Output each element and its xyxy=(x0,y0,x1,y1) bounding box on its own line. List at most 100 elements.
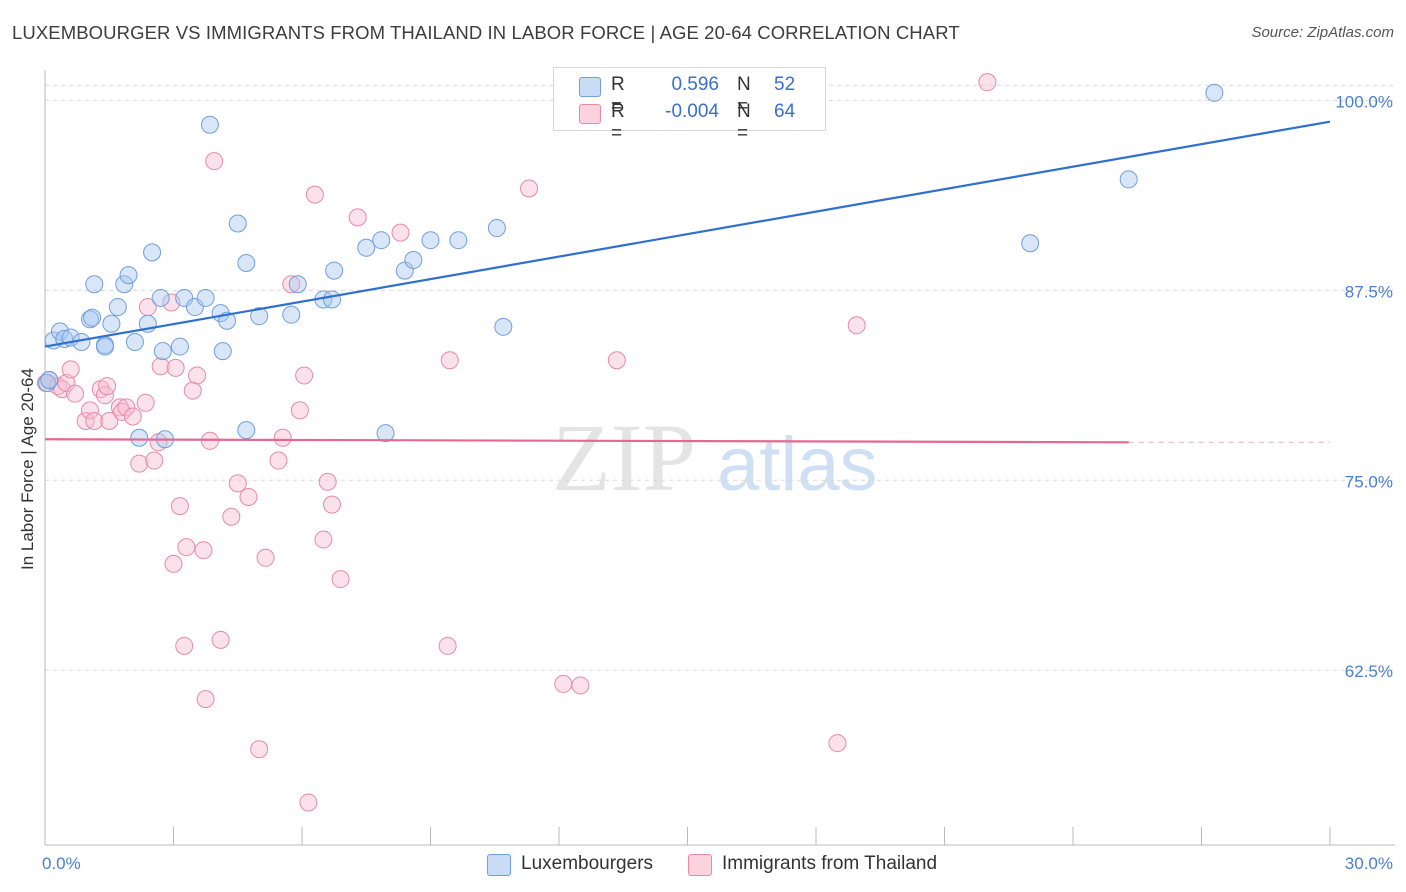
data-point xyxy=(136,393,155,412)
data-point xyxy=(494,317,513,336)
watermark: ZIP atlas xyxy=(552,404,878,511)
data-point xyxy=(288,275,307,294)
legend-n-label: N = xyxy=(737,101,751,144)
trend-line-thailand xyxy=(44,438,1129,444)
data-point xyxy=(100,412,119,431)
data-point xyxy=(102,314,121,333)
grid xyxy=(45,84,1395,671)
data-point xyxy=(205,152,224,171)
data-point xyxy=(438,636,457,655)
data-point xyxy=(322,290,341,309)
data-point xyxy=(421,231,440,250)
data-point xyxy=(213,342,232,361)
data-point xyxy=(166,358,185,377)
data-point xyxy=(85,412,104,431)
data-point xyxy=(404,250,423,269)
data-point xyxy=(847,316,866,335)
data-point xyxy=(318,472,337,491)
data-point xyxy=(269,451,288,470)
data-point xyxy=(357,238,376,257)
data-point xyxy=(200,115,219,134)
data-point xyxy=(391,223,410,242)
data-point xyxy=(65,384,84,403)
data-point xyxy=(348,208,367,227)
legend-n-value: 64 xyxy=(774,101,796,122)
data-point xyxy=(183,381,202,400)
data-point xyxy=(61,360,80,379)
data-point xyxy=(376,424,395,443)
data-point xyxy=(98,377,117,396)
correlation-legend: R = 0.596 N = 52 R = -0.004 N = 64 xyxy=(553,67,826,144)
data-point xyxy=(1205,83,1224,102)
data-point xyxy=(115,275,134,294)
y-tick-label: 87.5% xyxy=(1345,282,1393,301)
legend-label: Luxembourgers xyxy=(521,853,654,874)
data-point xyxy=(40,371,59,389)
legend-swatch-blue xyxy=(487,854,511,876)
data-point xyxy=(487,219,506,238)
watermark-zip: ZIP xyxy=(552,404,696,511)
data-point xyxy=(108,298,127,317)
y-tick-label: 100.0% xyxy=(1335,92,1393,111)
data-point xyxy=(123,407,142,426)
data-point xyxy=(170,497,189,516)
data-point xyxy=(143,243,162,262)
legend-n-label: N = xyxy=(737,74,751,117)
data-point xyxy=(295,366,314,385)
data-point xyxy=(194,541,213,560)
data-point xyxy=(164,554,183,573)
data-point xyxy=(239,488,258,507)
data-point xyxy=(83,308,102,327)
data-point xyxy=(256,548,275,567)
data-point xyxy=(110,398,129,417)
data-point xyxy=(85,275,104,294)
data-point xyxy=(228,474,247,493)
data-point xyxy=(250,740,269,759)
data-point xyxy=(250,307,269,326)
data-point xyxy=(299,793,318,812)
legend-r-value: -0.004 xyxy=(665,101,719,122)
trend-line-luxembourgers xyxy=(44,120,1331,348)
data-point xyxy=(290,401,309,420)
legend-r-label: R = xyxy=(611,74,625,117)
data-point xyxy=(554,674,573,693)
data-point xyxy=(282,305,301,324)
trend-lines xyxy=(44,120,1331,444)
legend-swatch-pink xyxy=(579,104,601,124)
y-tick-label: 75.0% xyxy=(1345,472,1393,491)
data-point xyxy=(188,366,207,385)
axes xyxy=(44,70,1395,846)
data-point xyxy=(372,231,391,250)
data-point xyxy=(305,185,324,204)
data-point xyxy=(978,73,997,92)
data-point xyxy=(314,530,333,549)
data-point xyxy=(151,357,170,376)
data-point xyxy=(571,676,590,695)
data-point xyxy=(325,261,344,280)
data-point xyxy=(1021,234,1040,253)
data-point xyxy=(520,179,539,198)
series-luxembourgers xyxy=(38,83,1224,449)
data-point xyxy=(828,734,847,753)
series-legend: Luxembourgers Immigrants from Thailand xyxy=(0,852,1406,878)
data-point xyxy=(228,214,247,233)
legend-r-label: R = xyxy=(611,101,625,144)
data-point xyxy=(95,337,114,356)
ticks: 62.5% 75.0% 87.5% 100.0% 0.0% 30.0% xyxy=(42,92,1393,873)
data-point xyxy=(237,421,256,440)
data-point xyxy=(130,454,149,473)
data-point xyxy=(322,495,341,514)
source-label: Source: ZipAtlas.com xyxy=(1251,24,1394,41)
data-point xyxy=(80,401,99,420)
data-point xyxy=(282,275,301,294)
data-point xyxy=(196,288,215,307)
data-point xyxy=(170,337,189,356)
data-point xyxy=(177,538,196,557)
x-tick-label: 30.0% xyxy=(1345,854,1393,873)
data-point xyxy=(607,351,626,370)
data-point xyxy=(119,266,138,285)
legend-r-value: 0.596 xyxy=(671,74,719,95)
data-point xyxy=(440,351,459,370)
legend-swatch-pink xyxy=(688,854,712,876)
